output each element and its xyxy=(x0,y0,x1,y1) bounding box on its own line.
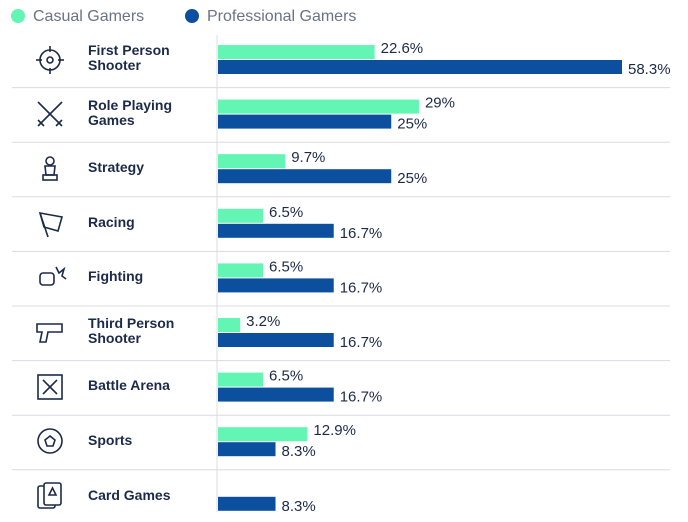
bar xyxy=(218,208,264,223)
value-label: 58.3% xyxy=(628,61,671,78)
category-label: First Person Shooter xyxy=(88,42,170,74)
bar xyxy=(218,372,264,387)
bar xyxy=(218,318,241,332)
icons xyxy=(36,46,67,509)
legend-swatch xyxy=(185,9,199,23)
value-label: 29% xyxy=(425,95,455,112)
bar xyxy=(218,442,276,457)
value-label: 16.7% xyxy=(340,334,383,351)
legend-label: Casual Gamers xyxy=(33,8,144,25)
value-label: 8.3% xyxy=(282,498,316,515)
value-label: 22.6% xyxy=(381,40,424,57)
bar xyxy=(218,333,334,347)
bar xyxy=(218,114,392,129)
value-label: 25% xyxy=(397,170,427,187)
category-label: Third Person Shooter xyxy=(88,315,175,347)
legend-swatch xyxy=(11,9,25,23)
value-label: 6.5% xyxy=(269,368,303,385)
bar xyxy=(218,60,622,74)
bar xyxy=(218,387,334,402)
bar xyxy=(218,99,419,114)
value-label: 25% xyxy=(397,116,427,133)
category-label: Racing xyxy=(88,213,135,230)
bar xyxy=(218,45,375,59)
bar xyxy=(218,154,286,169)
value-label: 8.3% xyxy=(282,443,316,460)
value-label: 16.7% xyxy=(340,225,383,242)
bar xyxy=(218,263,264,278)
value-label: 12.9% xyxy=(313,422,356,439)
value-label: 16.7% xyxy=(340,279,383,296)
bar xyxy=(218,169,392,184)
category-label: Role Playing Games xyxy=(88,96,173,128)
value-label: 9.7% xyxy=(291,149,325,166)
legend-label: Professional Gamers xyxy=(207,8,356,25)
bar xyxy=(218,278,334,293)
bar xyxy=(218,427,308,442)
category-label: Sports xyxy=(88,431,133,448)
value-label: 16.7% xyxy=(340,389,383,406)
category-label: Battle Arena xyxy=(88,377,170,394)
category-label: Fighting xyxy=(88,268,144,285)
category-label: Card Games xyxy=(88,486,171,503)
value-label: 6.5% xyxy=(269,204,303,221)
value-label: 6.5% xyxy=(269,258,303,275)
value-label: 3.2% xyxy=(246,313,280,330)
category-label: Strategy xyxy=(88,158,145,175)
bar xyxy=(218,223,334,238)
bar xyxy=(218,496,276,511)
